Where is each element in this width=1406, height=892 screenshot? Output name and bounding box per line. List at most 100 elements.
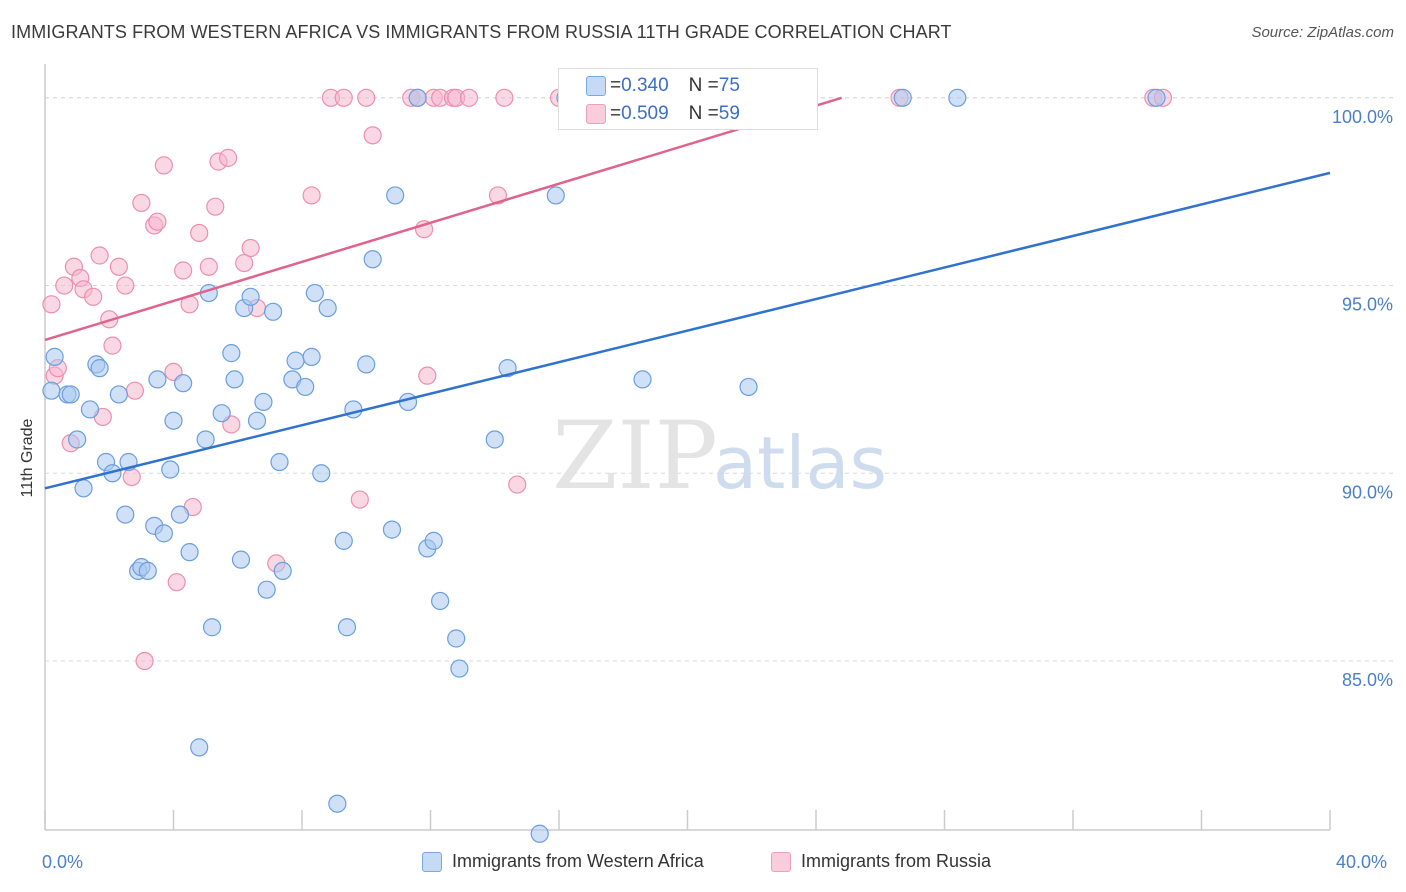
data-point-western-africa xyxy=(254,392,273,412)
data-point-russia xyxy=(363,126,382,145)
r-value: 0.340 xyxy=(621,75,669,96)
data-point-western-africa xyxy=(498,359,517,378)
data-point-western-africa xyxy=(363,250,382,269)
data-point-russia xyxy=(125,381,145,400)
legend-item-western-africa[interactable]: Immigrants from Western Africa xyxy=(422,851,704,872)
data-point-western-africa xyxy=(739,377,758,397)
data-point-russia xyxy=(508,475,527,494)
legend-swatch-pink xyxy=(586,104,606,124)
data-point-western-africa xyxy=(450,659,469,678)
data-point-western-africa xyxy=(431,591,450,611)
data-point-western-africa xyxy=(241,287,260,306)
data-point-russia xyxy=(174,261,193,280)
data-point-western-africa xyxy=(161,460,180,479)
data-point-russia xyxy=(132,193,151,213)
data-point-western-africa xyxy=(633,370,652,389)
data-point-russia xyxy=(90,246,109,265)
data-point-western-africa xyxy=(386,186,405,205)
data-point-western-africa xyxy=(257,580,276,599)
data-point-western-africa xyxy=(382,520,402,539)
data-point-western-africa xyxy=(337,618,357,637)
data-point-western-africa xyxy=(180,543,199,562)
data-point-western-africa xyxy=(302,347,321,366)
data-point-western-africa xyxy=(286,351,305,370)
data-point-russia xyxy=(334,88,353,107)
data-point-russia xyxy=(241,238,260,258)
data-point-russia xyxy=(135,651,154,671)
watermark: ZIP atlas xyxy=(552,402,887,511)
data-point-western-africa xyxy=(296,377,315,397)
y-tick-label: 100.0% xyxy=(1332,107,1393,127)
data-point-western-africa xyxy=(424,531,443,550)
source-label: Source: ZipAtlas.com xyxy=(1251,24,1394,41)
data-point-western-africa xyxy=(190,738,209,757)
data-point-western-africa xyxy=(328,794,347,813)
data-point-russia xyxy=(109,257,128,276)
r-value: 0.509 xyxy=(621,103,669,124)
data-point-russia xyxy=(167,573,186,592)
y-tick-label: 90.0% xyxy=(1342,482,1393,502)
data-point-russia xyxy=(199,257,218,276)
data-point-western-africa xyxy=(109,385,128,404)
y-tick-label: 85.0% xyxy=(1342,670,1393,690)
data-point-russia xyxy=(103,336,122,355)
stats-legend: R = 0.340 N = 75 R = 0.509 N = 59 xyxy=(558,68,818,130)
n-label: N = xyxy=(688,103,719,124)
series-russia-points xyxy=(42,88,1173,671)
data-point-western-africa xyxy=(202,618,222,637)
data-point-western-africa xyxy=(263,302,283,321)
stats-row-russia: R = 0.509 N = 59 xyxy=(586,100,740,128)
trend-lines xyxy=(44,96,1331,490)
y-tick-label: 95.0% xyxy=(1342,295,1393,315)
watermark-zip: ZIP xyxy=(552,402,718,511)
data-point-western-africa xyxy=(68,430,87,449)
axes xyxy=(44,64,1331,831)
data-point-western-africa xyxy=(334,531,353,550)
legend-label: Immigrants from Russia xyxy=(801,851,992,871)
watermark-atlas: atlas xyxy=(713,421,887,505)
data-point-western-africa xyxy=(225,370,244,389)
data-point-western-africa xyxy=(148,370,167,389)
data-point-russia xyxy=(55,276,74,295)
series-legend: Immigrants from Western Africa Immigrant… xyxy=(0,851,1406,877)
data-point-russia xyxy=(148,212,167,231)
series-western-africa-points xyxy=(42,88,1166,843)
data-point-western-africa xyxy=(530,824,549,843)
data-point-western-africa xyxy=(273,561,292,581)
data-point-western-africa xyxy=(174,374,193,393)
data-point-western-africa xyxy=(447,629,466,648)
data-point-western-africa xyxy=(80,400,100,419)
data-point-western-africa xyxy=(45,347,64,366)
x-tick-label-min: 0.0% xyxy=(42,852,84,872)
y-tick-labels: 85.0% 90.0% 95.0% 100.0% xyxy=(1332,107,1393,690)
legend-swatch-pink xyxy=(771,851,791,872)
data-point-russia xyxy=(122,467,141,487)
data-point-western-africa xyxy=(212,404,231,423)
data-point-western-africa xyxy=(90,359,109,378)
data-point-russia xyxy=(459,88,479,107)
n-value: 75 xyxy=(718,75,740,96)
data-point-western-africa xyxy=(893,88,912,107)
data-point-western-africa xyxy=(222,344,241,363)
n-label: N = xyxy=(688,75,719,96)
legend-label: Immigrants from Western Africa xyxy=(452,851,704,871)
data-point-western-africa xyxy=(61,385,80,404)
legend-swatch-blue xyxy=(422,851,442,872)
legend-swatch-blue xyxy=(586,76,606,96)
data-point-russia xyxy=(154,156,173,175)
data-point-western-africa xyxy=(318,298,337,318)
data-point-russia xyxy=(219,148,238,167)
data-point-western-africa xyxy=(546,186,565,205)
n-value: 59 xyxy=(718,103,740,124)
data-point-russia xyxy=(418,366,437,385)
x-tick-label-max: 40.0% xyxy=(1336,852,1388,872)
legend-item-russia[interactable]: Immigrants from Russia xyxy=(771,851,991,872)
data-point-russia xyxy=(206,197,225,216)
data-point-western-africa xyxy=(74,479,93,498)
data-point-western-africa xyxy=(138,561,157,581)
data-point-western-africa xyxy=(154,524,173,543)
data-point-western-africa xyxy=(408,88,427,107)
data-point-western-africa xyxy=(116,505,135,524)
data-point-russia xyxy=(350,490,369,509)
chart-title: IMMIGRANTS FROM WESTERN AFRICA VS IMMIGR… xyxy=(11,22,952,42)
